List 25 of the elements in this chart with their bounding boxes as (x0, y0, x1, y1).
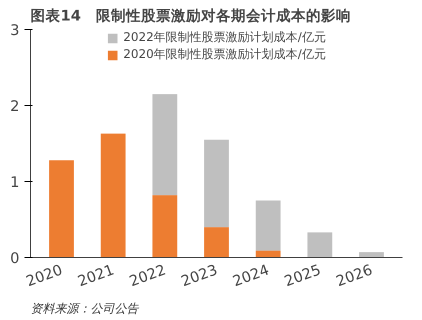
bar (152, 195, 178, 258)
y-tick-label: 2 (10, 98, 20, 115)
bar (256, 250, 281, 258)
bar (204, 140, 229, 228)
bar (204, 227, 229, 258)
chart-title: 图表14 限制性股票激励对各期会计成本的影响 (30, 8, 351, 24)
x-tick-label: 2021 (76, 261, 116, 290)
bar (152, 94, 178, 196)
legend-label: 2020年限制性股票激励计划成本/亿元 (123, 46, 326, 63)
bar (307, 232, 332, 258)
bar (256, 200, 281, 251)
x-tick-label: 2024 (230, 261, 272, 290)
y-tick-label: 0 (10, 250, 20, 267)
x-tick-label: 2020 (24, 261, 65, 290)
x-tick-label: 2023 (178, 261, 220, 290)
x-tick-label: 2022 (127, 261, 168, 290)
bar (100, 134, 126, 258)
y-tick-label: 1 (10, 174, 20, 191)
bar (359, 252, 384, 258)
x-tick-label: 2025 (282, 261, 324, 290)
text: 资料来源：公司公告 (30, 302, 140, 316)
legend-label: 2022年限制性股票激励计划成本/亿元 (123, 29, 326, 46)
y-tick-label: 3 (10, 22, 20, 39)
x-tick-label: 2026 (334, 261, 375, 290)
bar (49, 160, 74, 258)
